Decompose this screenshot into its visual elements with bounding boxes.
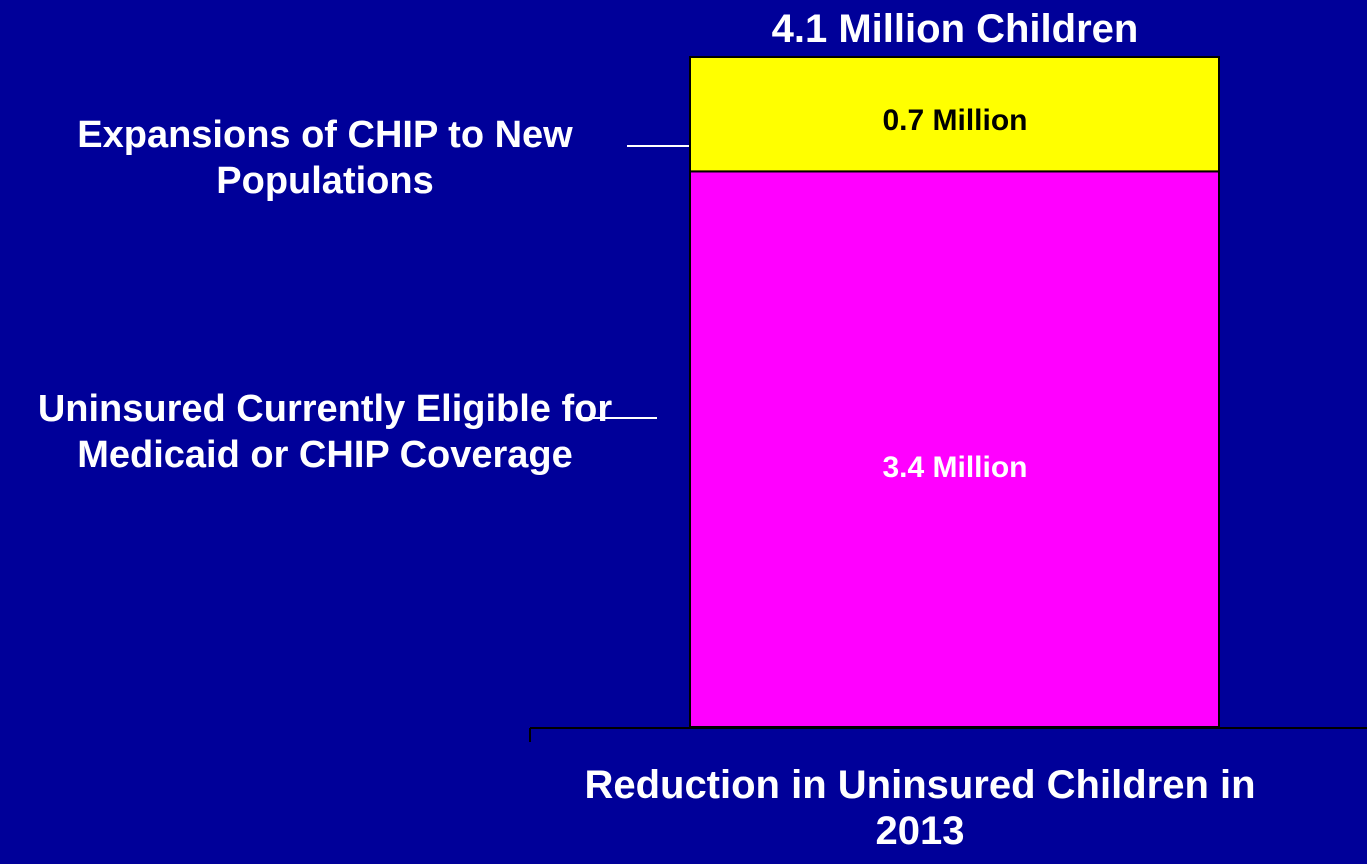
total-label: 4.1 Million Children	[771, 7, 1139, 51]
data-label-uninsured: 3.4 Million	[882, 451, 1028, 484]
series-label-uninsured: Uninsured Currently Eligible for Medicai…	[37, 388, 613, 476]
bar-group	[689, 56, 1220, 728]
bar-segment-uninsured	[689, 170, 1220, 728]
category-label: Reduction in Uninsured Children in 2013	[584, 763, 1256, 853]
data-label-expansion: 0.7 Million	[882, 104, 1028, 137]
series-label-expansion: Expansions of CHIP to New Populations	[77, 114, 573, 202]
bar-segment-expansion	[689, 56, 1220, 173]
